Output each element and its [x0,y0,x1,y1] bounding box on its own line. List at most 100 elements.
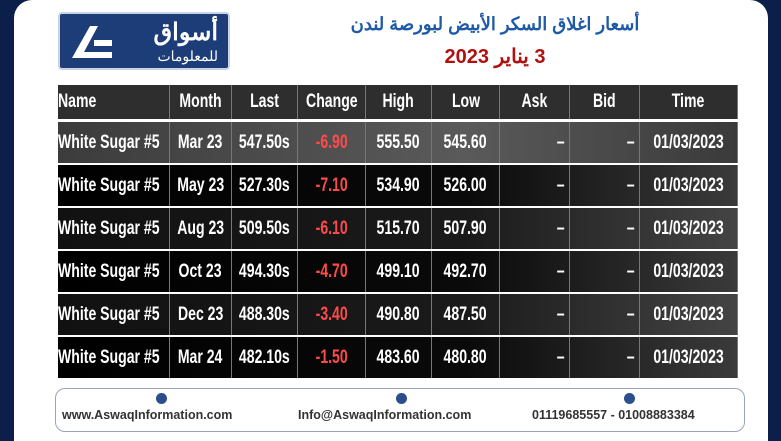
table-cell: 01/03/2023 [640,122,738,163]
table-cell: -3.40 [298,294,366,335]
table-cell: – [570,294,640,335]
table-cell: 01/03/2023 [640,165,738,206]
table-row: White Sugar #5 Oct 23 494.30s -4.70 499.10 49… [58,251,738,292]
cell-text: – [627,260,635,282]
table-cell: Mar 23 [170,122,232,163]
cell-text: Mar 23 [178,131,223,153]
table-cell: 545.60 [432,122,500,163]
table-cell: May 23 [170,165,232,206]
cell-text: Name [58,91,97,112]
cell-text: -3.40 [315,303,348,325]
cell-text: 509.50s [239,217,290,239]
cell-text: 01/03/2023 [653,346,724,368]
cell-text: 01/03/2023 [653,303,724,325]
table-cell: 01/03/2023 [640,337,738,378]
table-cell: 494.30s [232,251,298,292]
cell-text: – [557,217,565,239]
table-cell: – [570,251,640,292]
cell-text: Month [179,91,222,112]
table-cell: 482.10s [232,337,298,378]
table-cell: 487.50 [432,294,500,335]
cell-text: 01/03/2023 [653,260,724,282]
table-cell: 492.70 [432,251,500,292]
logo-icon [72,26,112,58]
cell-text: -1.50 [315,346,348,368]
table-cell: White Sugar #5 [58,165,170,206]
logo: أسواق للمعلومات [58,12,230,70]
cell-text: Ask [521,91,548,112]
cell-text: – [627,174,635,196]
cell-text: 527.30s [239,174,290,196]
cell-text: Bid [593,91,616,112]
cell-text: May 23 [177,174,224,196]
cell-text: – [557,131,565,153]
cell-text: 547.50s [239,131,290,153]
footer: www.AswaqInformation.com Info@AswaqInfor… [55,388,745,432]
column-header: Last [232,85,298,119]
header-row: Name Month Last Change High Low Ask Bid Time [58,85,738,119]
cell-text: White Sugar #5 [58,174,160,196]
cell-text: 555.50 [376,131,421,153]
email: Info@AswaqInformation.com [298,408,472,422]
cell-text: – [557,174,565,196]
table-cell: White Sugar #5 [58,294,170,335]
table-cell: – [570,122,640,163]
table-cell: -6.90 [298,122,366,163]
cell-text: White Sugar #5 [58,131,160,153]
table-cell: 483.60 [366,337,432,378]
cell-text: Last [250,91,279,112]
table-cell: – [570,337,640,378]
column-header: Change [298,85,366,119]
table-cell: 499.10 [366,251,432,292]
cell-text: -6.90 [315,131,348,153]
table-cell: -7.10 [298,165,366,206]
cell-text: Oct 23 [179,260,222,282]
table-cell: -1.50 [298,337,366,378]
cell-text: 490.80 [376,303,421,325]
phone-icon [624,393,635,404]
cell-text: -7.10 [315,174,348,196]
table-cell: 507.90 [432,208,500,249]
column-header: Ask [500,85,570,119]
cell-text: 494.30s [239,260,290,282]
table-cell: White Sugar #5 [58,251,170,292]
cell-text: Mar 24 [178,346,223,368]
column-header: Time [640,85,738,119]
cell-text: High [382,91,415,112]
table-cell: – [500,251,570,292]
table-cell: Aug 23 [170,208,232,249]
price-table: Name Month Last Change High Low Ask Bid Time Whit… [58,85,738,380]
cell-text: 482.10s [239,346,290,368]
table-cell: – [500,122,570,163]
table-cell: – [500,337,570,378]
table-cell: 526.00 [432,165,500,206]
cell-text: 01/03/2023 [653,174,724,196]
table-cell: Mar 24 [170,337,232,378]
table-cell: -6.10 [298,208,366,249]
web-icon [156,393,167,404]
table-cell: – [500,294,570,335]
table-cell: 555.50 [366,122,432,163]
cell-text: 526.00 [443,174,488,196]
table-cell: 480.80 [432,337,500,378]
table-cell: Oct 23 [170,251,232,292]
cell-text: – [557,346,565,368]
cell-text: Aug 23 [177,217,224,239]
cell-text: 01/03/2023 [653,131,724,153]
cell-text: – [557,260,565,282]
cell-text: 515.70 [376,217,421,239]
cell-text: 507.90 [443,217,488,239]
column-header: High [366,85,432,119]
cell-text: 499.10 [376,260,421,282]
table-cell: – [500,208,570,249]
cell-text: 534.90 [376,174,421,196]
table-cell: 534.90 [366,165,432,206]
table-cell: Dec 23 [170,294,232,335]
logo-text: أسواق [153,19,218,46]
logo-subtext: للمعلومات [157,48,218,64]
table-cell: – [570,165,640,206]
cell-text: – [627,217,635,239]
column-header: Bid [570,85,640,119]
cell-text: -6.10 [315,217,348,239]
